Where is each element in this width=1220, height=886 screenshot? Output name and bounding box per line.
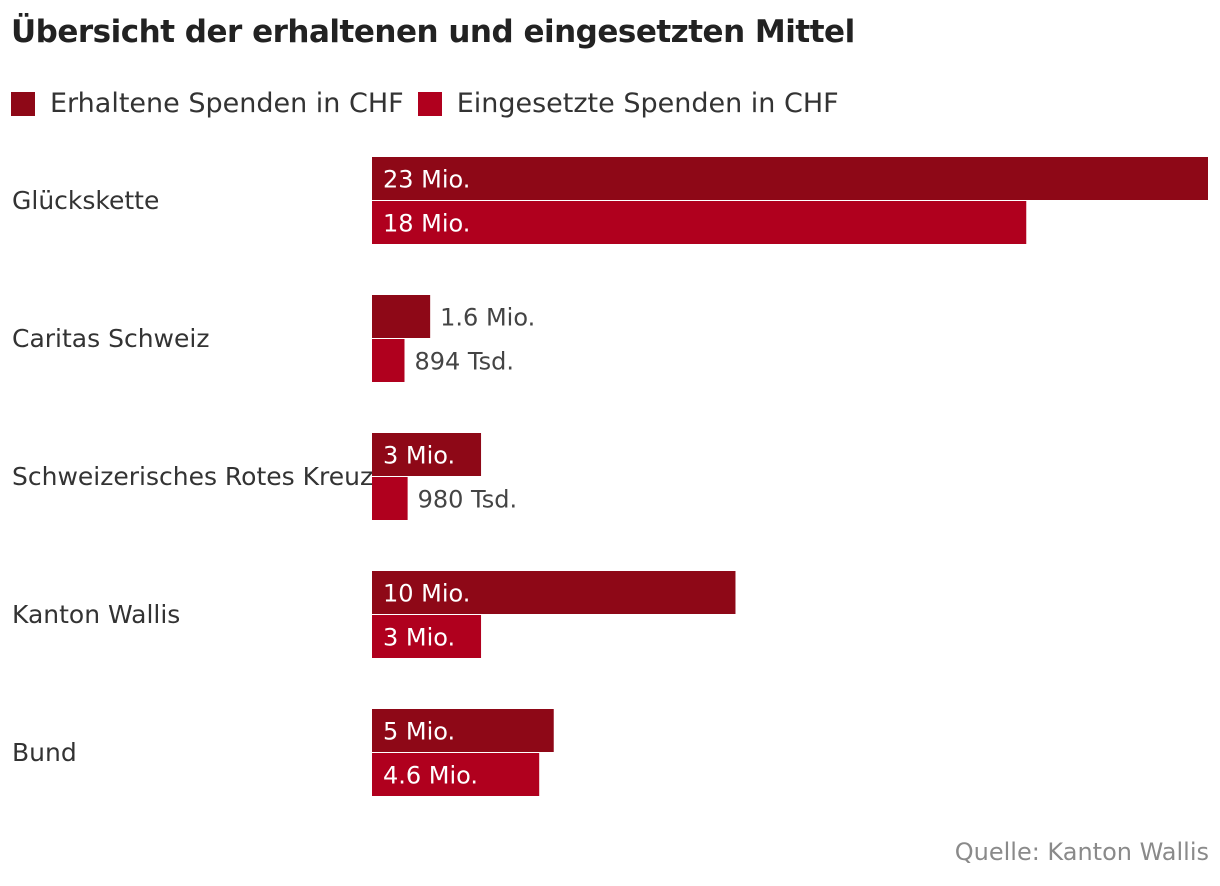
legend-swatch-erhalten — [11, 91, 35, 116]
legend: Erhaltene Spenden in CHF Eingesetzte Spe… — [11, 88, 853, 119]
category-label-kanton-wallis: Kanton Wallis — [12, 600, 180, 629]
legend-label-erhalten: Erhaltene Spenden in CHF — [50, 88, 404, 119]
legend-item-erhalten: Erhaltene Spenden in CHF — [11, 88, 404, 119]
chart-title: Übersicht der erhaltenen und eingesetzte… — [11, 14, 855, 50]
category-label-gl-ckskette: Glückskette — [12, 186, 159, 215]
bar-eingesetzt-bund — [372, 753, 540, 796]
bar-erhalten-caritas-schweiz — [372, 295, 431, 338]
legend-label-eingesetzt: Eingesetzte Spenden in CHF — [456, 88, 839, 119]
bar-eingesetzt-gl-ckskette — [372, 201, 1027, 244]
data-label-erhalten-schweizerisches-rotes-kreuz: 3 Mio. — [383, 442, 455, 470]
data-label-eingesetzt-kanton-wallis: 3 Mio. — [383, 624, 455, 652]
bar-erhalten-schweizerisches-rotes-kreuz — [372, 433, 482, 476]
category-label-schweizerisches-rotes-kreuz: Schweizerisches Rotes Kreuz — [12, 462, 373, 491]
bar-eingesetzt-schweizerisches-rotes-kreuz — [372, 477, 408, 520]
bar-erhalten-kanton-wallis — [372, 571, 736, 614]
legend-item-eingesetzt: Eingesetzte Spenden in CHF — [417, 88, 839, 119]
data-label-eingesetzt-schweizerisches-rotes-kreuz: 980 Tsd. — [418, 486, 517, 514]
bar-eingesetzt-kanton-wallis — [372, 615, 482, 658]
data-label-eingesetzt-bund: 4.6 Mio. — [383, 762, 478, 790]
data-label-eingesetzt-gl-ckskette: 18 Mio. — [383, 210, 470, 238]
data-label-erhalten-bund: 5 Mio. — [383, 718, 455, 746]
data-label-eingesetzt-caritas-schweiz: 894 Tsd. — [414, 348, 514, 376]
category-label-bund: Bund — [12, 738, 77, 767]
legend-swatch-eingesetzt — [417, 91, 442, 116]
bar-erhalten-gl-ckskette — [372, 157, 1208, 200]
bar-erhalten-bund — [372, 709, 554, 752]
data-label-erhalten-gl-ckskette: 23 Mio. — [383, 166, 470, 194]
bar-eingesetzt-caritas-schweiz — [372, 339, 405, 382]
data-label-erhalten-kanton-wallis: 10 Mio. — [383, 580, 470, 608]
category-label-caritas-schweiz: Caritas Schweiz — [12, 324, 209, 353]
source-note: Quelle: Kanton Wallis — [954, 838, 1209, 866]
data-label-erhalten-caritas-schweiz: 1.6 Mio. — [440, 304, 535, 332]
